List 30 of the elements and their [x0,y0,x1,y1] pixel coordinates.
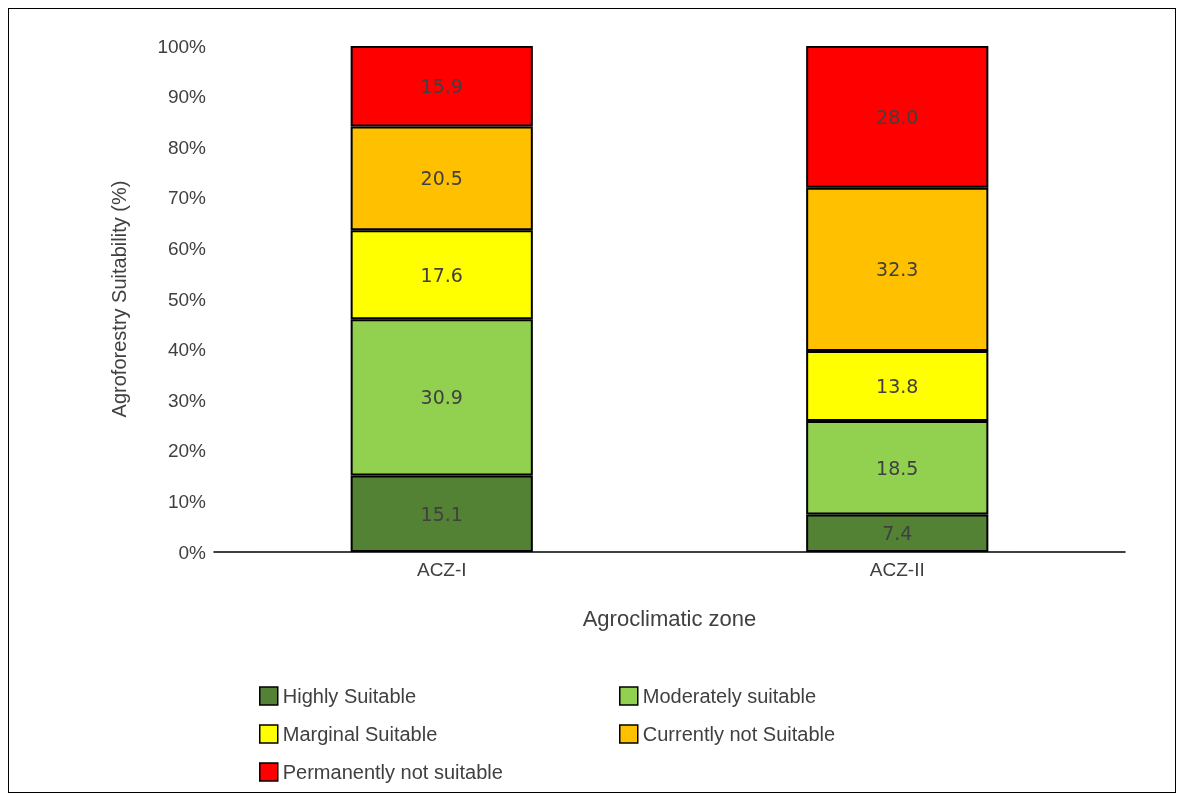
y-tick-label: 20% [167,440,207,462]
data-label: 15.1 [420,502,463,525]
y-tick-label: 100% [157,35,207,57]
y-tick-label: 80% [167,136,207,158]
data-label: 15.9 [420,75,463,98]
legend-label: Permanently not suitable [282,761,503,783]
y-axis-title: Agroforestry Suitability (%) [108,180,130,418]
data-label: 20.5 [420,167,463,190]
y-tick-label: 90% [167,86,207,108]
x-tick-label: ACZ-II [869,559,925,580]
y-tick-label: 60% [167,237,207,259]
data-label: 7.4 [882,522,913,545]
data-label: 30.9 [420,386,463,409]
x-tick-label: ACZ-I [416,559,467,580]
x-axis-title: Agroclimatic zone [582,605,757,631]
y-tick-label: 70% [167,187,207,209]
y-tick-label: 10% [167,490,207,512]
data-label: 13.8 [876,375,919,398]
y-tick-label: 0% [178,541,207,563]
legend-label: Marginal Suitable [282,723,438,745]
y-tick-label: 40% [167,339,207,361]
data-label: 32.3 [876,258,919,281]
data-label: 17.6 [420,263,463,286]
legend-label: Currently not Suitable [642,723,836,745]
y-tick-label: 50% [167,288,207,310]
legend-label: Moderately suitable [642,685,817,707]
data-label: 18.5 [876,456,919,479]
legend-label: Highly Suitable [282,685,417,707]
data-label: 28.0 [876,105,919,128]
y-tick-label: 30% [167,389,207,411]
